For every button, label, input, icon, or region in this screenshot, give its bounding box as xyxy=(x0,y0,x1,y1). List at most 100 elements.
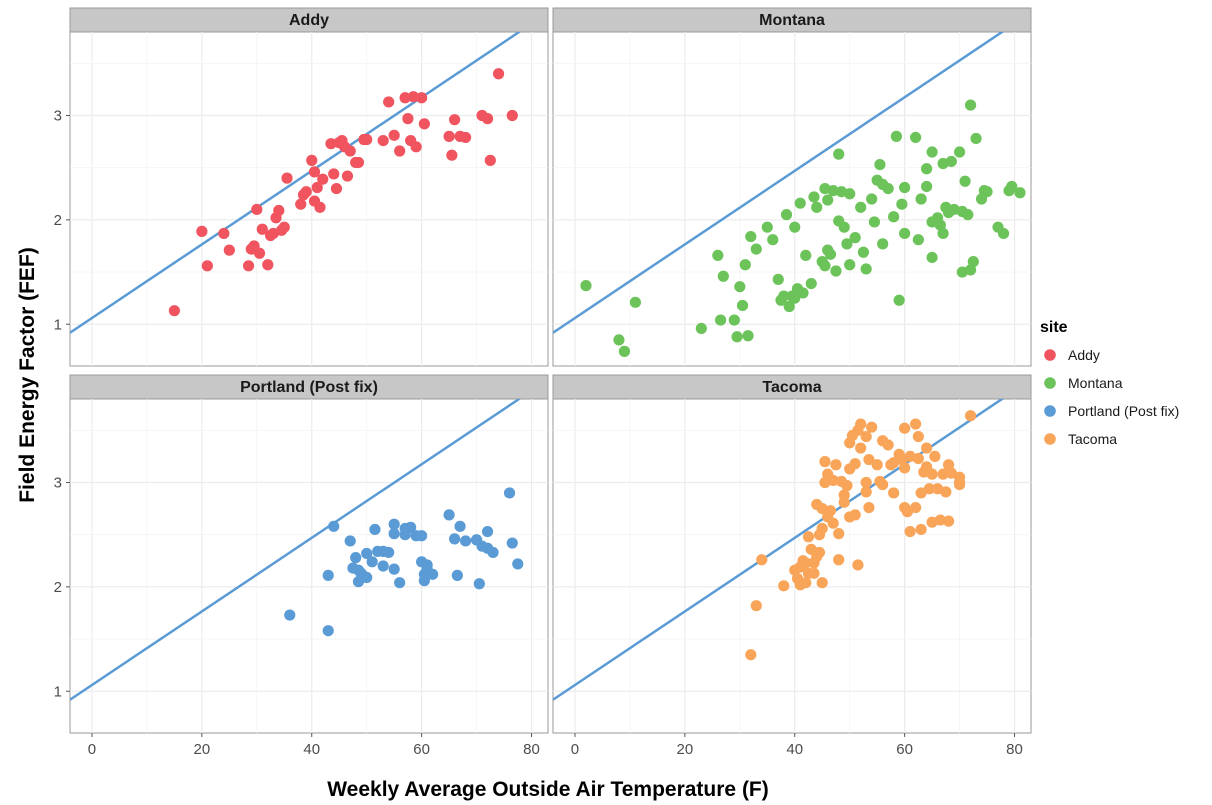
data-point xyxy=(369,523,381,536)
data-point xyxy=(481,525,494,538)
data-point xyxy=(253,247,266,259)
data-point xyxy=(855,442,867,454)
data-point xyxy=(964,410,977,422)
legend-item: Montana xyxy=(1044,375,1123,391)
data-point xyxy=(890,130,902,142)
panel-plot-area xyxy=(69,31,549,367)
data-point xyxy=(942,515,955,527)
data-point xyxy=(629,296,642,308)
data-point xyxy=(970,132,982,145)
data-point xyxy=(761,221,773,233)
data-point xyxy=(772,273,784,285)
data-point xyxy=(736,299,749,312)
data-point xyxy=(866,193,878,205)
data-point xyxy=(756,554,768,566)
data-point xyxy=(871,459,883,471)
data-point xyxy=(394,577,406,589)
data-point xyxy=(808,191,820,203)
data-point xyxy=(945,155,957,168)
points-montana xyxy=(580,99,1026,357)
data-point xyxy=(405,521,417,533)
data-point xyxy=(967,256,979,268)
data-point xyxy=(953,146,966,158)
data-point xyxy=(739,259,751,271)
data-point xyxy=(945,467,957,479)
legend-title: site xyxy=(1040,319,1068,336)
data-point xyxy=(714,314,727,326)
data-point xyxy=(833,554,845,566)
legend-item: Tacoma xyxy=(1044,431,1117,447)
data-point xyxy=(824,248,837,260)
panel-strip xyxy=(69,7,549,33)
data-point xyxy=(921,163,933,175)
data-point xyxy=(459,535,472,547)
data-point xyxy=(712,249,724,261)
y-tick-label: 2 xyxy=(54,212,62,229)
data-point xyxy=(394,145,406,157)
panel-strip xyxy=(69,374,549,400)
data-point xyxy=(912,234,924,246)
data-point xyxy=(816,577,828,589)
data-point xyxy=(416,92,428,104)
data-point xyxy=(912,452,924,465)
panel-strip-label: Tacoma xyxy=(762,379,821,396)
data-point xyxy=(613,334,625,346)
reference-line xyxy=(553,399,1005,701)
data-point xyxy=(388,528,400,540)
data-point xyxy=(819,456,831,468)
panel-strip xyxy=(552,7,1032,33)
data-point xyxy=(827,474,839,487)
data-point xyxy=(800,249,812,261)
data-point xyxy=(874,158,886,171)
data-point xyxy=(503,487,516,499)
data-point xyxy=(849,458,861,470)
data-point xyxy=(745,649,757,661)
data-point xyxy=(344,535,356,547)
x-tick-label: 20 xyxy=(194,741,211,758)
data-point xyxy=(350,552,362,564)
data-point xyxy=(728,314,740,326)
data-point xyxy=(929,450,941,463)
data-point xyxy=(742,330,754,342)
data-point xyxy=(388,563,400,575)
data-point xyxy=(377,560,389,572)
data-point xyxy=(201,260,213,272)
data-point xyxy=(446,149,458,161)
data-point xyxy=(322,569,334,581)
data-point xyxy=(399,92,411,104)
data-point xyxy=(844,259,856,271)
legend-item: Addy xyxy=(1044,347,1100,363)
data-point xyxy=(923,483,935,495)
legend: site Addy Montana Portland (Post fix) Tacom… xyxy=(1040,319,1179,447)
data-point xyxy=(273,204,285,217)
legend-label: Addy xyxy=(1068,347,1100,363)
data-point xyxy=(251,203,263,216)
data-point xyxy=(311,181,323,194)
data-point xyxy=(904,525,916,538)
panel-strip-label: Montana xyxy=(759,12,825,29)
data-point xyxy=(816,522,828,535)
panel-strip xyxy=(552,374,1032,400)
legend-label: Montana xyxy=(1068,375,1123,391)
data-point xyxy=(877,238,889,250)
data-point xyxy=(797,287,809,299)
data-point xyxy=(778,290,790,302)
data-point xyxy=(410,141,422,153)
data-point xyxy=(306,154,318,166)
legend-swatch xyxy=(1044,433,1056,445)
data-point xyxy=(844,188,856,200)
data-point xyxy=(256,223,268,235)
data-point xyxy=(196,225,208,237)
data-point xyxy=(852,559,864,571)
data-point xyxy=(473,578,485,590)
data-point xyxy=(899,181,911,194)
data-point xyxy=(860,430,872,443)
gridlines xyxy=(70,399,548,733)
data-point xyxy=(841,480,853,492)
y-axis-title: Field Energy Factor (FEF) xyxy=(16,247,39,503)
data-point xyxy=(997,227,1010,240)
data-point xyxy=(618,345,631,357)
data-point xyxy=(448,533,461,545)
x-tick-label: 20 xyxy=(677,741,694,758)
data-point xyxy=(388,129,400,141)
